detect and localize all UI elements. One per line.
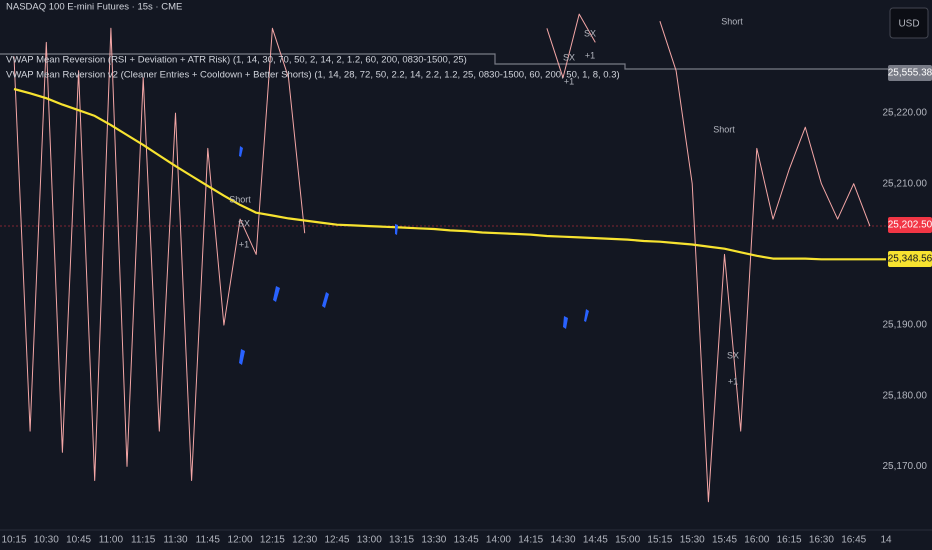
chart-title: NASDAQ 100 E-mini Futures · 15s · CME [6,2,182,13]
marker [273,286,280,302]
x-tick-label: 13:45 [454,535,479,546]
annotation: SX [563,52,575,62]
marker [563,316,568,329]
price-badges: 25,555.38 25,202.50 25,348.56 [888,65,932,267]
price-badge [888,65,932,81]
x-tick-label: 16:45 [841,535,866,546]
annotation: +1 [564,76,574,86]
plot-area [13,13,886,503]
price-badge [888,251,932,267]
indicator-label: VWAP Mean Reversion v2 (Cleaner Entries … [6,70,620,81]
currency-label[interactable]: USD [898,19,919,30]
marker [239,349,245,365]
x-tick-label: 12:30 [292,535,317,546]
x-tick-label: 14:00 [486,535,511,546]
price-badge-label: 25,555.38 [888,68,932,79]
series-line [13,87,886,261]
x-tick-label: 12:00 [228,535,253,546]
annotation: +1 [585,50,595,60]
annotation: +1 [239,239,249,249]
x-tick-label: 11:00 [99,535,124,546]
series-line [13,13,871,503]
x-tick-label: 11:15 [131,535,156,546]
x-tick-label: 14:30 [551,535,576,546]
x-tick-label: 12:15 [260,535,285,546]
marker [395,224,398,235]
x-tick-label: 11:45 [196,535,221,546]
x-tick-label: 10:45 [66,535,91,546]
x-tick-label: 15:45 [712,535,737,546]
x-tick-label: 12:45 [324,535,349,546]
x-tick-label: 15:30 [680,535,705,546]
x-tick-label: 14 [880,535,892,546]
marker [322,292,329,308]
annotation: SX [584,28,596,38]
x-tick-label: 11:30 [163,535,188,546]
x-tick-label: 13:15 [389,535,414,546]
annotation: SX [727,350,739,360]
marker [239,146,243,157]
y-tick-label: 25,190.00 [883,320,928,331]
x-tick-label: 16:30 [809,535,834,546]
y-tick-label: 25,210.00 [883,178,928,189]
x-tick-label: 16:00 [744,535,769,546]
price-badge [888,217,932,233]
indicator-line [0,53,888,70]
x-tick-label: 10:30 [34,535,59,546]
y-tick-label: 25,180.00 [883,390,928,401]
x-tick-label: 14:45 [583,535,608,546]
y-tick-label: 25,170.00 [883,461,928,472]
x-tick-label: 13:00 [357,535,382,546]
annotation: Short [229,194,251,204]
annotation: Short [713,124,735,134]
x-tick-label: 16:15 [777,535,802,546]
y-tick-label: 25,220.00 [883,108,928,119]
currency-button[interactable] [889,7,929,39]
price-badge-label: 25,202.50 [888,220,932,231]
x-tick-label: 15:15 [647,535,672,546]
annotation: Short [721,16,743,26]
annotation: SX [238,218,250,228]
x-tick-label: 14:15 [518,535,543,546]
x-tick-label: 15:00 [615,535,640,546]
entry-markers [239,146,589,365]
x-tick-label: 10:15 [1,535,26,546]
annotation: +1 [728,376,738,386]
indicator-label: VWAP Mean Reversion (RSI + Deviation + A… [6,55,467,66]
x-tick-label: 13:30 [421,535,446,546]
price-badge-label: 25,348.56 [888,254,932,265]
marker [584,309,589,322]
